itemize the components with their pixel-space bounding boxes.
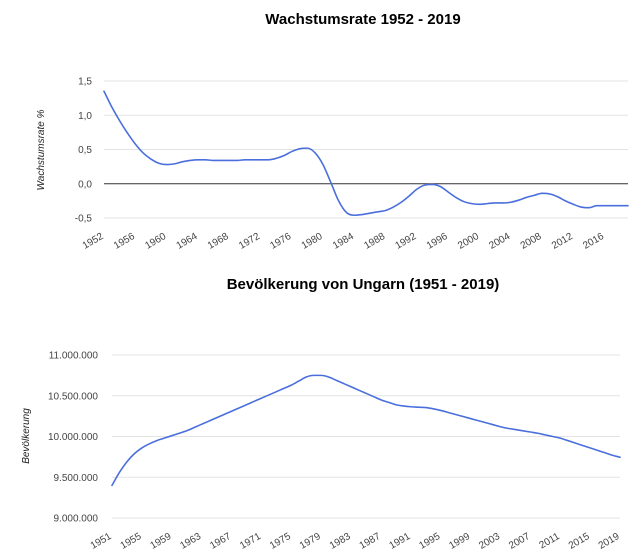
x-tick-label: 1972 bbox=[237, 231, 262, 252]
x-tick-label: 1987 bbox=[358, 531, 383, 552]
population-chart-y-axis-title: Bevölkerung bbox=[21, 408, 32, 464]
growth-chart-y-ticks: 1,5 1,0 0,5 0,0 -0,5 bbox=[75, 77, 93, 225]
x-tick-label: 1999 bbox=[447, 531, 472, 552]
x-tick-label: 2008 bbox=[519, 231, 544, 252]
x-tick-label: 1952 bbox=[81, 231, 106, 252]
growth-chart-title: Wachstumsrate 1952 - 2019 bbox=[265, 11, 460, 28]
x-tick-label: 1955 bbox=[119, 531, 144, 552]
series-line bbox=[103, 90, 629, 217]
x-tick-label: 1967 bbox=[208, 531, 233, 552]
x-tick-label: 1984 bbox=[331, 231, 356, 252]
x-tick-label: 1971 bbox=[238, 531, 263, 552]
x-tick-label: 2007 bbox=[507, 531, 532, 552]
y-tick-label: 11.000.000 bbox=[49, 351, 99, 362]
x-tick-label: 1959 bbox=[149, 531, 174, 552]
x-tick-label: 1964 bbox=[175, 231, 200, 252]
y-tick-label: -0,5 bbox=[75, 214, 93, 225]
population-chart-title: Bevölkerung von Ungarn (1951 - 2019) bbox=[227, 276, 500, 293]
x-tick-label: 2015 bbox=[567, 531, 592, 552]
x-tick-label: 1960 bbox=[143, 231, 168, 252]
x-tick-label: 2011 bbox=[538, 531, 563, 551]
y-tick-label: 9.000.000 bbox=[54, 514, 99, 525]
x-tick-label: 2000 bbox=[456, 231, 481, 252]
x-tick-label: 2016 bbox=[581, 231, 606, 252]
x-tick-label: 2003 bbox=[477, 531, 502, 552]
y-tick-label: 0,0 bbox=[78, 179, 92, 190]
population-chart: Bevölkerung von Ungarn (1951 - 2019) 11.… bbox=[21, 276, 622, 552]
x-tick-label: 1980 bbox=[300, 231, 325, 252]
x-tick-label: 1979 bbox=[298, 531, 323, 552]
y-tick-label: 1,5 bbox=[78, 77, 92, 88]
x-tick-label: 1983 bbox=[328, 531, 353, 552]
growth-chart-y-axis-title: Wachstumsrate % bbox=[36, 109, 47, 190]
x-tick-label: 1975 bbox=[268, 531, 293, 552]
growth-chart-x-ticks: 1952 1956 1960 1964 1968 1972 1976 1980 1984 1988… bbox=[81, 231, 607, 252]
x-tick-label: 1976 bbox=[268, 231, 293, 252]
y-tick-label: 10.000.000 bbox=[48, 432, 98, 443]
x-tick-label: 2019 bbox=[597, 531, 622, 552]
series-line bbox=[111, 374, 621, 487]
x-tick-label: 1992 bbox=[394, 231, 419, 252]
population-chart-gridlines bbox=[112, 354, 620, 519]
y-tick-label: 1,0 bbox=[78, 111, 92, 122]
growth-chart-series bbox=[103, 90, 629, 217]
x-tick-label: 1963 bbox=[178, 531, 203, 552]
y-tick-label: 10.500.000 bbox=[48, 391, 98, 402]
x-tick-label: 1991 bbox=[388, 531, 413, 552]
x-tick-label: 1951 bbox=[89, 531, 114, 552]
x-tick-label: 1968 bbox=[206, 231, 231, 252]
population-chart-x-ticks: 1951 1955 1959 1963 1967 1971 1975 1979 1983 1987… bbox=[89, 531, 622, 552]
y-tick-label: 0,5 bbox=[78, 145, 92, 156]
growth-chart-gridlines bbox=[104, 80, 628, 219]
x-tick-label: 1995 bbox=[417, 531, 442, 552]
x-tick-label: 1956 bbox=[112, 231, 137, 252]
x-tick-label: 2012 bbox=[550, 231, 575, 252]
population-chart-series bbox=[111, 374, 621, 487]
y-tick-label: 9.500.000 bbox=[54, 473, 99, 484]
x-tick-label: 1988 bbox=[362, 231, 387, 252]
population-chart-y-ticks: 11.000.000 10.500.000 10.000.000 9.500.000 9… bbox=[48, 351, 98, 525]
x-tick-label: 2004 bbox=[487, 231, 512, 252]
growth-rate-chart: Wachstumsrate 1952 - 2019 1,5 1,0 0,5 0,0 -0… bbox=[36, 11, 629, 252]
x-tick-label: 1996 bbox=[425, 231, 450, 252]
